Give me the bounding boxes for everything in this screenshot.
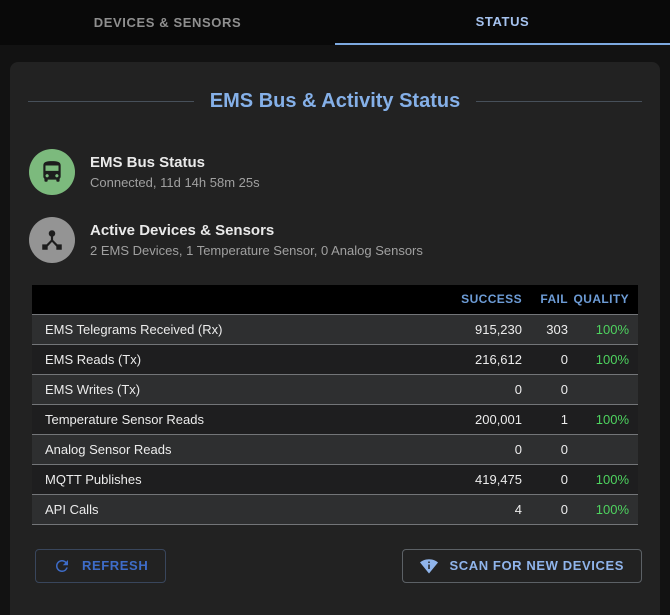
row-success: 419,475 (475, 471, 522, 487)
button-row: REFRESH SCAN FOR NEW DEVICES (10, 548, 660, 583)
row-quality (568, 434, 638, 464)
header-quality: QUALITY (573, 292, 629, 307)
row-label: EMS Telegrams Received (Rx) (45, 321, 223, 337)
row-success: 915,230 (475, 321, 522, 337)
bus-icon (29, 149, 75, 195)
table-row: EMS Reads (Tx) 216,612 0 100% (32, 344, 638, 374)
row-success: 4 (514, 501, 522, 517)
info-item-title: EMS Bus Status (90, 154, 206, 171)
refresh-button[interactable]: REFRESH (35, 548, 167, 583)
row-label: Temperature Sensor Reads (45, 411, 204, 427)
header-blank (32, 285, 426, 314)
row-quality: 100% (595, 501, 629, 517)
device-hub-icon (29, 217, 75, 263)
table-header-row: SUCCESS FAIL QUALITY (32, 285, 638, 314)
header-success: SUCCESS (461, 292, 522, 307)
tab-devices-and-sensors[interactable]: DEVICES & SENSORS (93, 15, 242, 30)
tab-bar: DEVICES & SENSORS STATUS (0, 0, 670, 45)
header-fail: FAIL (540, 292, 568, 307)
row-quality: 100% (595, 471, 629, 487)
row-success: 216,612 (475, 351, 522, 367)
table-row: API Calls 4 0 100% (32, 494, 638, 524)
row-label: Analog Sensor Reads (45, 441, 172, 457)
row-label: EMS Reads (Tx) (45, 351, 142, 367)
row-label: API Calls (45, 501, 99, 517)
active-devices-text: Active Devices & Sensors 2 EMS Devices, … (90, 222, 423, 258)
scan-button-label: SCAN FOR NEW DEVICES (449, 558, 624, 573)
tab-status[interactable]: STATUS (335, 0, 670, 45)
row-quality (568, 374, 638, 404)
ems-bus-status-item: EMS Bus Status Connected, 11d 14h 58m 25… (29, 149, 642, 195)
row-quality: 100% (595, 321, 629, 337)
refresh-button-label: REFRESH (82, 558, 149, 573)
table-row: Analog Sensor Reads 0 0 (32, 434, 638, 464)
row-quality: 100% (595, 351, 629, 367)
table-row: EMS Writes (Tx) 0 0 (32, 374, 638, 404)
row-fail: 0 (560, 351, 568, 367)
ems-bus-status-text: EMS Bus Status Connected, 11d 14h 58m 25… (90, 154, 260, 190)
row-quality: 100% (595, 411, 629, 427)
row-fail: 0 (560, 501, 568, 517)
title-rule-right (476, 101, 643, 102)
row-label: EMS Writes (Tx) (45, 381, 141, 397)
row-success: 200,001 (475, 411, 522, 427)
row-fail: 0 (560, 441, 568, 457)
table-row: EMS Telegrams Received (Rx) 915,230 303 … (32, 314, 638, 344)
status-card: EMS Bus & Activity Status EMS Bus Status… (10, 62, 660, 615)
title-rule-left (28, 101, 194, 102)
row-success: 0 (514, 381, 522, 397)
refresh-icon (56, 559, 68, 572)
info-list: EMS Bus Status Connected, 11d 14h 58m 25… (10, 113, 660, 263)
info-item-subtitle: 2 EMS Devices, 1 Temperature Sensor, 0 A… (90, 243, 423, 258)
row-fail: 0 (560, 471, 568, 487)
row-fail: 303 (546, 321, 568, 337)
table-row: Temperature Sensor Reads 200,001 1 100% (32, 404, 638, 434)
wifi-scan-icon (420, 558, 439, 573)
activity-stats-table: SUCCESS FAIL QUALITY EMS Telegrams Recei… (32, 285, 638, 525)
row-fail: 1 (560, 411, 568, 427)
scan-for-new-devices-button[interactable]: SCAN FOR NEW DEVICES (402, 548, 642, 583)
active-devices-item: Active Devices & Sensors 2 EMS Devices, … (29, 217, 642, 263)
row-success: 0 (514, 441, 522, 457)
card-title-row: EMS Bus & Activity Status (10, 62, 660, 113)
info-item-subtitle: Connected, 11d 14h 58m 25s (90, 175, 260, 190)
row-fail: 0 (560, 381, 568, 397)
info-item-title: Active Devices & Sensors (90, 222, 275, 239)
row-label: MQTT Publishes (45, 471, 142, 487)
page-title: EMS Bus & Activity Status (209, 90, 461, 112)
table-row: MQTT Publishes 419,475 0 100% (32, 464, 638, 494)
